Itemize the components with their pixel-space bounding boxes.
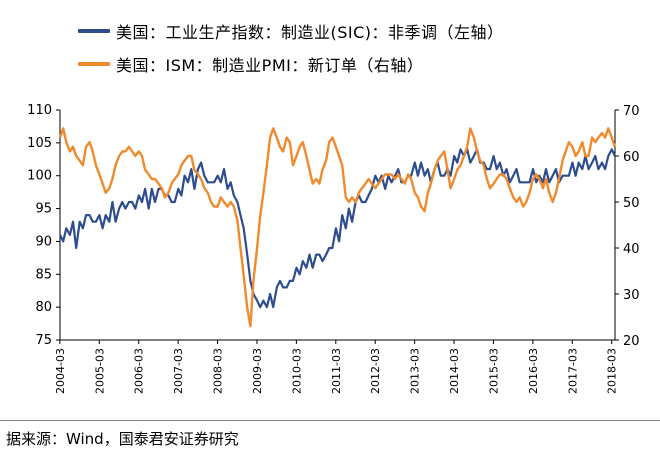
x-tick-label: 2005-03: [93, 348, 106, 394]
x-tick-label: 2004-03: [54, 348, 67, 394]
left-tick-label: 95: [35, 202, 52, 217]
left-tick-label: 85: [35, 267, 52, 282]
x-tick-label: 2014-03: [448, 348, 461, 394]
x-tick-label: 2011-03: [330, 348, 343, 394]
x-tick-label: 2017-03: [566, 348, 579, 394]
x-tick-label: 2006-03: [133, 348, 146, 394]
x-tick-label: 2009-03: [251, 348, 264, 394]
left-tick-label: 110: [27, 103, 52, 118]
right-tick-label: 60: [623, 150, 640, 165]
left-tick-label: 75: [35, 333, 52, 348]
legend-label-right-series: 美国：ISM：制造业PMI：新订单（右轴）: [116, 56, 424, 75]
left-tick-label: 80: [35, 300, 52, 315]
left-tick-label: 90: [35, 234, 52, 249]
x-tick-label: 2015-03: [487, 348, 500, 394]
right-tick-label: 30: [623, 288, 640, 303]
legend-label-left-series: 美国：工业生产指数：制造业(SIC)：非季调（左轴）: [116, 23, 504, 42]
chart-plot: 75 80 85 90 95 100 105 110 20 30 40 50 60 70 2004-03 20…: [27, 103, 640, 394]
legend-item-right-series: 美国：ISM：制造业PMI：新订单（右轴）: [78, 53, 423, 75]
x-tick-label: 2007-03: [172, 348, 185, 394]
right-tick-label: 50: [623, 196, 640, 211]
right-tick-label: 20: [623, 334, 640, 349]
source-text: 据来源：Wind，国泰君安证券研究: [6, 430, 239, 448]
x-tick-label: 2018-03: [606, 348, 619, 394]
source-divider: [0, 420, 660, 421]
legend-swatch-orange: [78, 62, 110, 66]
legend-item-left-series: 美国：工业生产指数：制造业(SIC)：非季调（左轴）: [78, 20, 504, 42]
x-tick-label: 2010-03: [290, 348, 303, 394]
x-tick-label: 2013-03: [409, 348, 422, 394]
series-line-right: [58, 127, 617, 328]
legend-swatch-blue: [78, 29, 110, 33]
x-tick-label: 2016-03: [527, 348, 540, 394]
left-tick-label: 105: [27, 136, 52, 151]
x-tick-label: 2008-03: [212, 348, 225, 394]
right-tick-label: 70: [623, 104, 640, 119]
x-tick-label: 2012-03: [369, 348, 382, 394]
series-line-left: [59, 148, 616, 309]
right-tick-label: 40: [623, 242, 640, 257]
left-tick-label: 100: [27, 169, 52, 184]
